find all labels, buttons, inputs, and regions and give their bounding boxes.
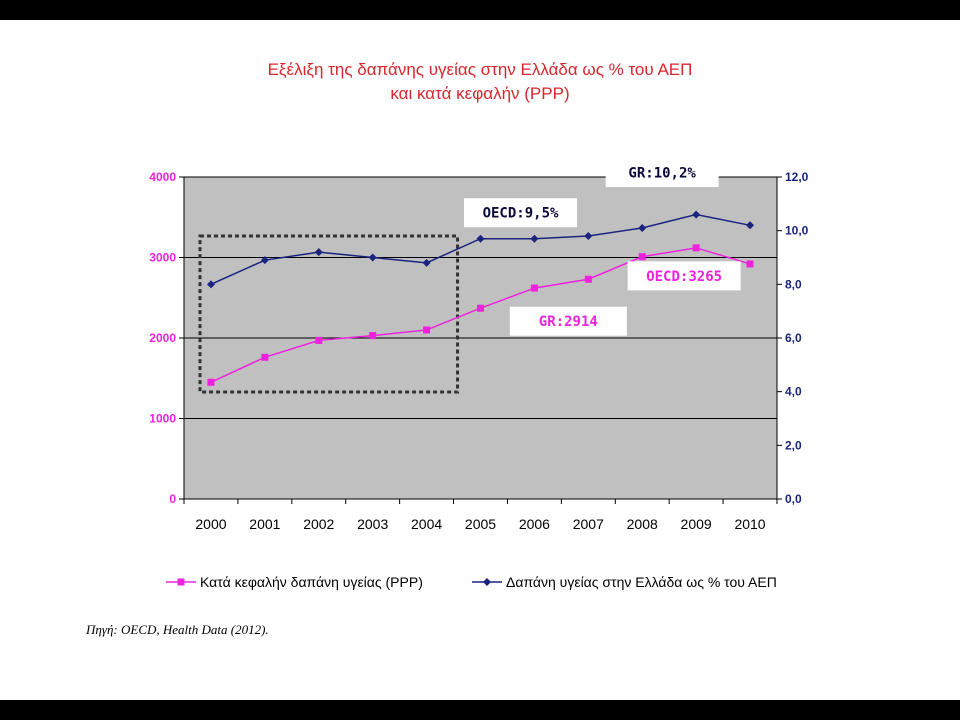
y-right-tick-label: 0,0: [785, 492, 802, 506]
x-tick-label: 2005: [465, 516, 496, 532]
series-0-point: [692, 244, 700, 252]
annotation-label: GR:10,2%: [628, 166, 696, 182]
x-tick-label: 2010: [734, 516, 765, 532]
chart-title: Εξέλιξη της δαπάνης υγείας στην Ελλάδα ω…: [267, 60, 693, 79]
series-0-point: [423, 326, 431, 334]
annotation-box: [464, 198, 577, 228]
annotation-label: GR:2914: [539, 314, 598, 330]
y-right-tick-label: 10,0: [785, 224, 809, 238]
annotation-box: [627, 261, 741, 291]
x-tick-label: 2008: [627, 516, 658, 532]
x-tick-label: 2004: [411, 516, 442, 532]
y-left-tick-label: 4000: [149, 170, 176, 184]
x-tick-label: 2001: [249, 516, 280, 532]
series-0-point: [261, 353, 269, 361]
series-1-point: [692, 210, 701, 219]
series-1-point: [314, 248, 323, 257]
annotation-box: [605, 158, 719, 188]
y-left-tick-label: 0: [169, 492, 176, 506]
series-0-point: [477, 304, 484, 312]
chart-subtitle: και κατά κεφαλήν (PPP): [390, 84, 570, 103]
series-1-point: [260, 256, 269, 265]
x-tick-label: 2000: [195, 516, 226, 532]
series-1-point: [530, 234, 539, 243]
x-tick-label: 2006: [519, 516, 550, 532]
series-0-point: [530, 284, 538, 292]
annotation-label: OECD:3265: [646, 269, 722, 285]
series-0-point: [638, 253, 646, 261]
x-tick-label: 2007: [573, 516, 604, 532]
series-1-point: [368, 253, 377, 262]
source-note: Πηγή: OECD, Health Data (2012).: [86, 622, 269, 637]
series-1-point: [422, 258, 431, 267]
series-1-point: [584, 232, 593, 241]
series-0-point: [746, 260, 754, 268]
x-tick-label: 2009: [681, 516, 712, 532]
series-0-point: [207, 378, 215, 386]
x-tick-label: 2003: [357, 516, 388, 532]
series-0-point: [315, 336, 323, 344]
legend-label-0: Κατά κεφαλήν δαπάνη υγείας (PPP): [200, 574, 423, 590]
annotation-label: OECD:9,5%: [483, 206, 559, 222]
legend-marker-0: [177, 578, 185, 586]
y-right-tick-label: 4,0: [785, 385, 802, 399]
series-1-point: [206, 280, 215, 289]
y-right-tick-label: 12,0: [785, 170, 809, 184]
y-left-tick-label: 1000: [149, 412, 176, 426]
annotation-box: [509, 306, 627, 336]
highlight-box: [198, 234, 460, 394]
x-tick-label: 2002: [303, 516, 334, 532]
y-right-tick-label: 2,0: [785, 438, 802, 452]
y-left-tick-label: 2000: [149, 331, 176, 345]
series-0-point: [369, 332, 377, 340]
y-left-tick-label: 3000: [149, 251, 176, 265]
legend-marker-1: [483, 578, 491, 586]
series-0-point: [584, 275, 592, 283]
y-right-tick-label: 8,0: [785, 277, 802, 291]
legend-label-1: Δαπάνη υγείας στην Ελλάδα ως % του ΑΕΠ: [506, 574, 777, 590]
series-1-point: [638, 223, 647, 232]
series-1-point: [746, 221, 755, 230]
series-1-point: [476, 234, 485, 243]
y-right-tick-label: 6,0: [785, 331, 802, 345]
